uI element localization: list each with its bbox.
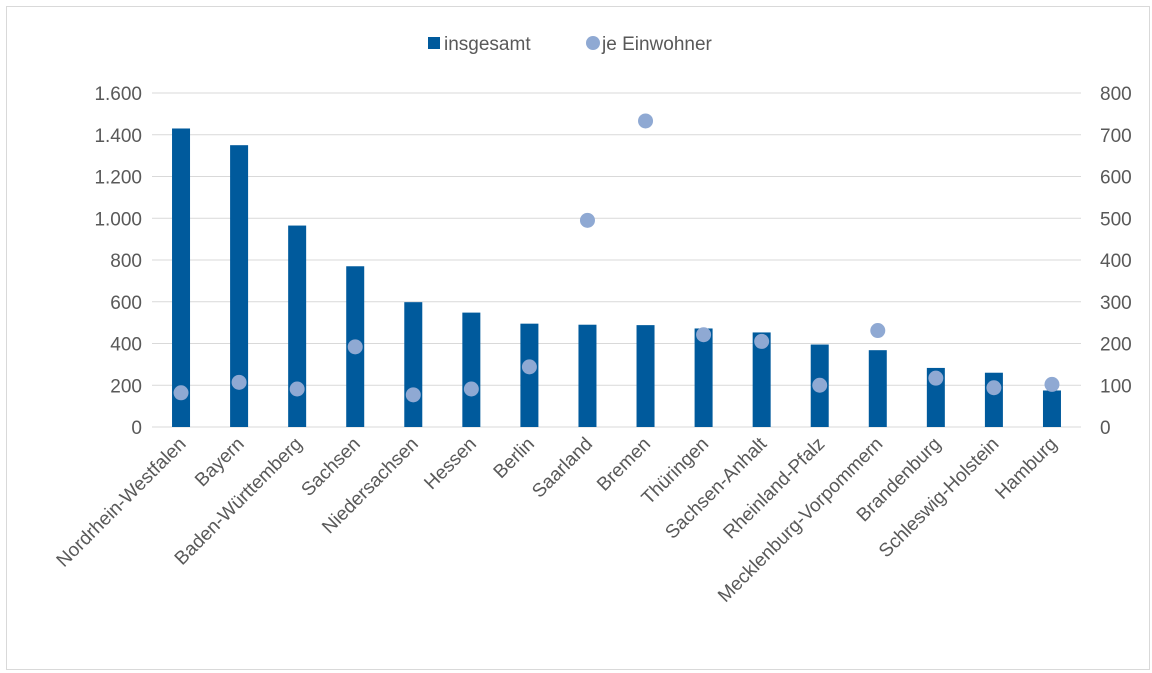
bar (752, 332, 771, 427)
bar (230, 145, 249, 427)
y-right-tick-label: 300 (1100, 293, 1132, 314)
y-left-tick-label: 1.400 (94, 126, 142, 147)
scatter-point (173, 385, 189, 401)
bar (520, 323, 539, 427)
y-right-tick-label: 400 (1100, 251, 1132, 272)
scatter-point (754, 333, 770, 349)
y-left-tick-label: 600 (110, 293, 142, 314)
y-right-tick-label: 0 (1100, 418, 1111, 439)
bar (578, 324, 597, 427)
chart-frame (6, 6, 1150, 670)
bar (462, 312, 481, 427)
scatter-point (928, 370, 944, 386)
legend-label-je-einwohner: je Einwohner (601, 34, 713, 55)
y-right-tick-label: 800 (1100, 84, 1132, 105)
legend-swatch-insgesamt (428, 37, 440, 49)
bar (868, 350, 887, 427)
scatter-point (405, 387, 421, 403)
scatter-point (696, 327, 712, 343)
x-tick-label: Sachsen-Anhalt (661, 433, 771, 543)
bar (288, 225, 307, 427)
bar (172, 128, 191, 428)
x-tick-label: Bayern (191, 434, 248, 491)
bar (636, 325, 655, 427)
bar (1042, 390, 1061, 427)
scatter-point (870, 323, 886, 339)
x-tick-label: Nordrhein-Westfalen (53, 434, 191, 572)
y-left-tick-label: 400 (110, 335, 142, 356)
scatter-point (463, 381, 479, 397)
y-left-tick-label: 1.600 (94, 84, 142, 105)
scatter-point (347, 339, 363, 355)
x-tick-label: Saarland (528, 434, 597, 503)
bar (694, 328, 713, 427)
y-right-tick-label: 500 (1100, 209, 1132, 230)
scatter-point (521, 359, 537, 375)
legend-marker-je-einwohner (586, 36, 600, 50)
scatter-point (579, 212, 595, 228)
scatter-point (231, 374, 247, 390)
bar (404, 302, 423, 427)
y-right-tick-label: 700 (1100, 126, 1132, 147)
y-right-tick-label: 200 (1100, 335, 1132, 356)
x-tick-label: Hessen (420, 434, 480, 494)
y-left-tick-label: 1.200 (94, 168, 142, 189)
legend: insgesamt je Einwohner (428, 34, 713, 55)
y-right-tick-label: 100 (1100, 376, 1132, 397)
legend-label-insgesamt: insgesamt (444, 34, 531, 55)
y-left-tick-label: 800 (110, 251, 142, 272)
scatter-point (638, 113, 654, 129)
scatter-point (1044, 376, 1060, 392)
plot-area: 0 0 200 100 400 200 600 300 800 400 1.000 500 1.200 6… (53, 84, 1132, 607)
scatter-point (986, 380, 1002, 396)
y-left-tick-label: 0 (131, 418, 142, 439)
scatter-point (812, 377, 828, 393)
y-left-tick-label: 200 (110, 376, 142, 397)
scatter-point (289, 381, 305, 397)
x-tick-label: Berlin (490, 434, 539, 483)
y-right-tick-label: 600 (1100, 168, 1132, 189)
y-left-tick-label: 1.000 (94, 209, 142, 230)
x-tick-label: Rheinland-Pfalz (720, 434, 830, 544)
x-tick-label: Hamburg (991, 434, 1061, 504)
